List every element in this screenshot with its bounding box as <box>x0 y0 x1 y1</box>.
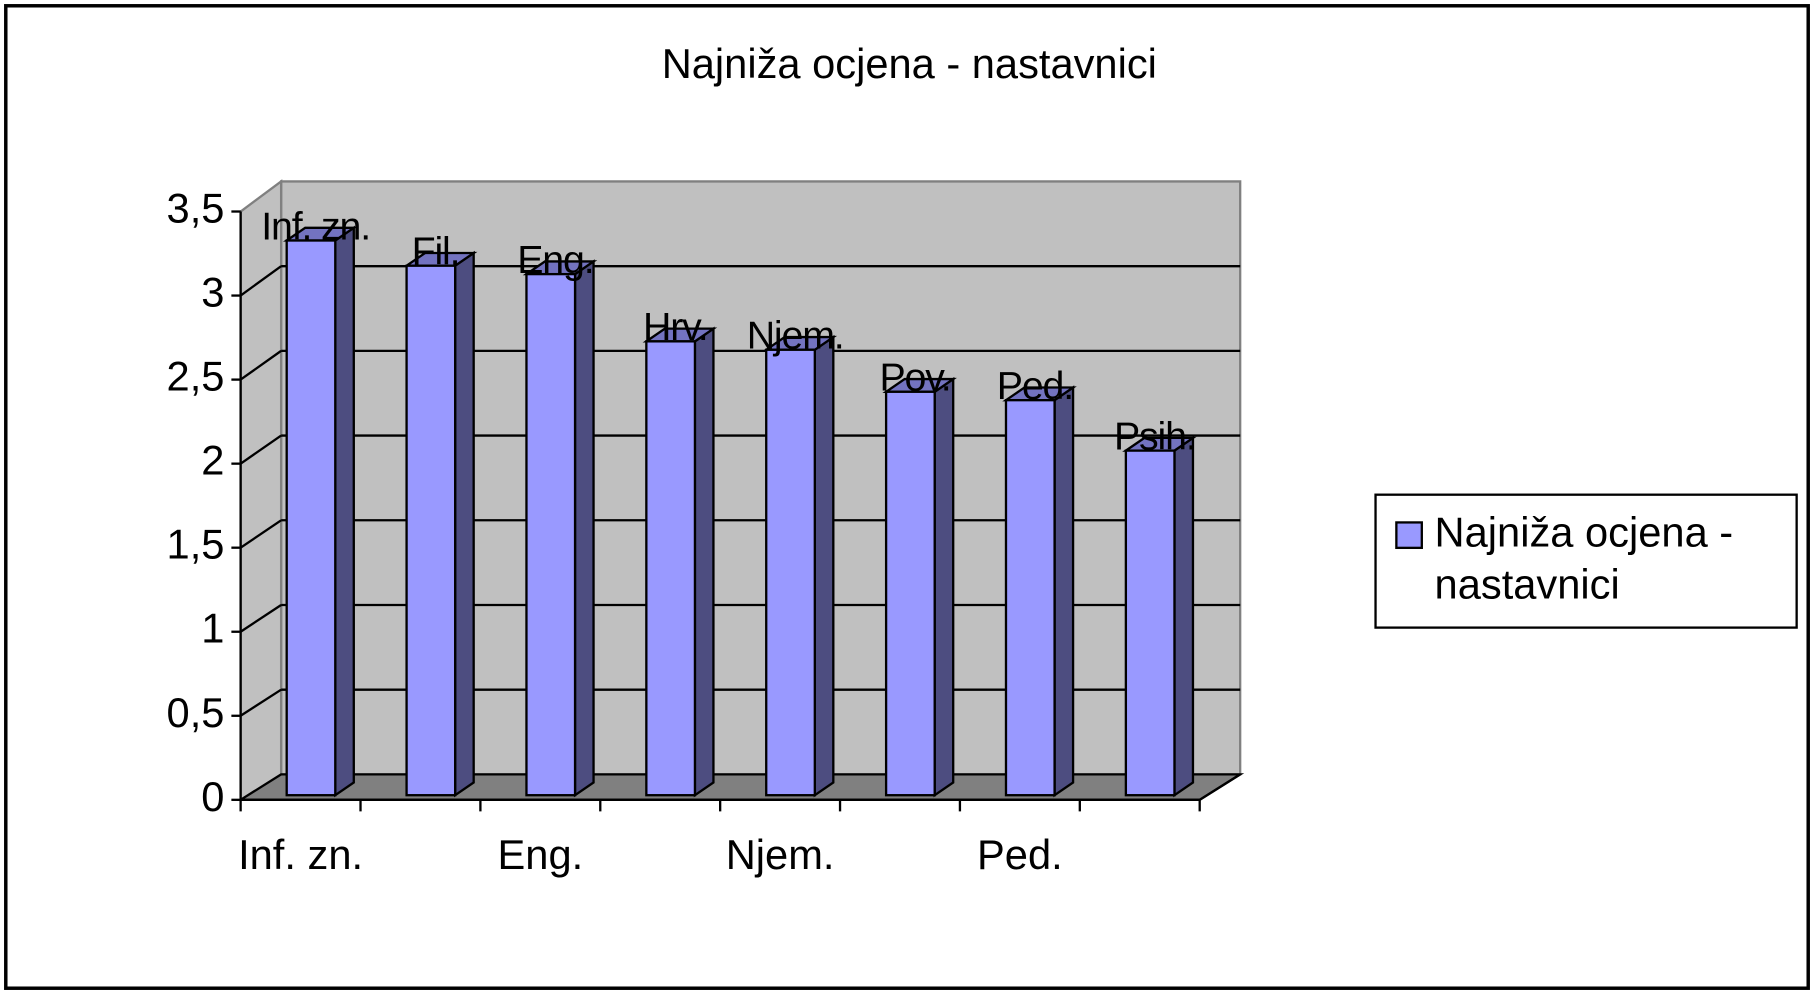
data-label: Njem. <box>747 314 844 358</box>
bars <box>282 225 1197 798</box>
bar <box>762 334 838 798</box>
bar <box>522 259 598 798</box>
x-tick-label-box: Inf. zn. <box>238 831 364 879</box>
x-tick-label-box: Eng. <box>497 831 584 879</box>
x-tick-label-box: Ped. <box>977 831 1063 879</box>
legend <box>1374 493 1798 629</box>
bar-side <box>454 250 475 798</box>
x-tick-label-box: Njem. <box>725 831 835 879</box>
side-wall <box>239 179 283 802</box>
grid-line <box>240 688 282 717</box>
bar-front <box>1124 449 1176 797</box>
bar <box>282 225 358 798</box>
y-tick-label: 0,5 <box>167 689 225 736</box>
bar-side <box>1173 435 1195 798</box>
x-tick-label: Njem. <box>725 831 835 879</box>
legend-label-box: Najniža ocjena - nastavnici <box>1434 508 1734 608</box>
bar <box>882 376 957 798</box>
x-tick-label: Inf. zn. <box>238 831 364 879</box>
legend-items: Najniža ocjena - nastavnici <box>1395 508 1734 608</box>
grid-line <box>239 265 282 297</box>
y-tick-label: 3,5 <box>167 185 225 232</box>
grid-line <box>239 519 282 549</box>
floor <box>236 773 1245 801</box>
bar <box>642 326 718 798</box>
bar <box>402 250 478 798</box>
bar-front <box>645 340 697 797</box>
bar-front <box>765 348 816 797</box>
data-label: Pov. <box>879 356 950 400</box>
floor-edge <box>1199 773 1241 801</box>
data-label: Fil. <box>412 230 460 274</box>
y-tick-label: 0 <box>201 773 224 820</box>
legend-label: Najniža ocjena - nastavnici <box>1434 508 1734 608</box>
bar-side <box>933 376 955 798</box>
bar-side <box>573 259 595 798</box>
y-tick-label: 2,5 <box>167 353 225 400</box>
x-tick-label: Eng. <box>497 831 584 879</box>
x-tick-label: Ped. <box>977 831 1063 879</box>
bar-side <box>693 326 715 798</box>
bar <box>1122 435 1197 798</box>
y-tick-label: 1 <box>201 605 224 652</box>
bar-side <box>813 334 835 798</box>
grid-line <box>239 604 282 633</box>
bar-front <box>884 390 936 797</box>
bar-side <box>334 225 355 798</box>
grid-line <box>239 434 282 465</box>
bar-front <box>1004 399 1056 797</box>
bar-side <box>1053 385 1075 798</box>
bar <box>1002 385 1077 798</box>
y-tick-label: 3 <box>201 269 224 316</box>
bar-front <box>405 264 457 797</box>
grid-line <box>239 349 282 381</box>
y-tick-label: 1,5 <box>167 521 225 568</box>
data-label: Ped. <box>997 364 1073 408</box>
data-label: Eng. <box>517 238 593 282</box>
legend-swatch <box>1395 521 1423 550</box>
data-label: Hrv. <box>643 305 708 349</box>
chart-title: Najniža ocjena - nastavnici <box>662 40 1157 87</box>
bar-front <box>285 239 337 797</box>
y-tick-label: 2 <box>201 437 224 484</box>
data-label: Psih. <box>1114 414 1196 458</box>
data-label: Inf. zn. <box>261 204 370 248</box>
bar-front <box>525 272 577 797</box>
